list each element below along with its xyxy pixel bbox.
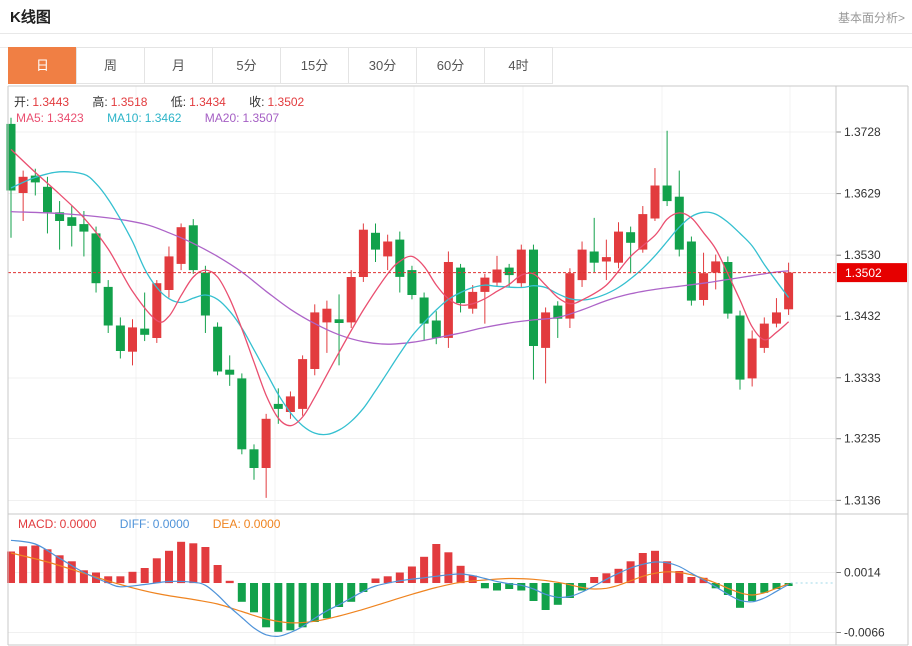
interval-tabbar: 日周月 5分 15分 30分 60分 4时 [8,47,553,84]
tab-week[interactable]: 周 [76,47,145,84]
macd-tick-label: 0.0014 [844,566,881,580]
price-tick-label: 1.3432 [844,309,881,323]
chart-borders [7,85,909,646]
tab-60min[interactable]: 60分 [416,47,485,84]
ma20-line [10,210,789,345]
tab-15min[interactable]: 15分 [280,47,349,84]
ma10-line [10,171,790,436]
dea-line [10,552,789,624]
last-price-tag [837,263,907,283]
tab-month[interactable]: 月 [144,47,213,84]
tab-5min[interactable]: 5分 [212,47,281,84]
price-tick-label: 1.3235 [844,432,881,446]
diff-line [10,539,789,637]
price-tick-label: 1.3728 [844,125,881,139]
header-divider [0,33,912,34]
macd-axis [836,572,841,633]
macd-histogram [7,541,793,632]
macd-tick-label: -0.0066 [844,626,885,640]
ma5-line [10,148,790,427]
tab-4hour[interactable]: 4时 [484,47,553,84]
tab-30min[interactable]: 30分 [348,47,417,84]
last-price-tag-label: 1.3502 [845,266,882,280]
candles [6,117,794,498]
price-tick-label: 1.3333 [844,371,881,385]
price-tick-label: 1.3136 [844,493,881,507]
page-title: K线图 [10,9,51,26]
price-tick-label: 1.3530 [844,248,881,262]
price-axis [836,131,841,501]
fundamental-analysis-link[interactable]: 基本面分析> [837,11,905,25]
price-tick-label: 1.3629 [844,187,881,201]
tab-day[interactable]: 日 [8,47,77,84]
